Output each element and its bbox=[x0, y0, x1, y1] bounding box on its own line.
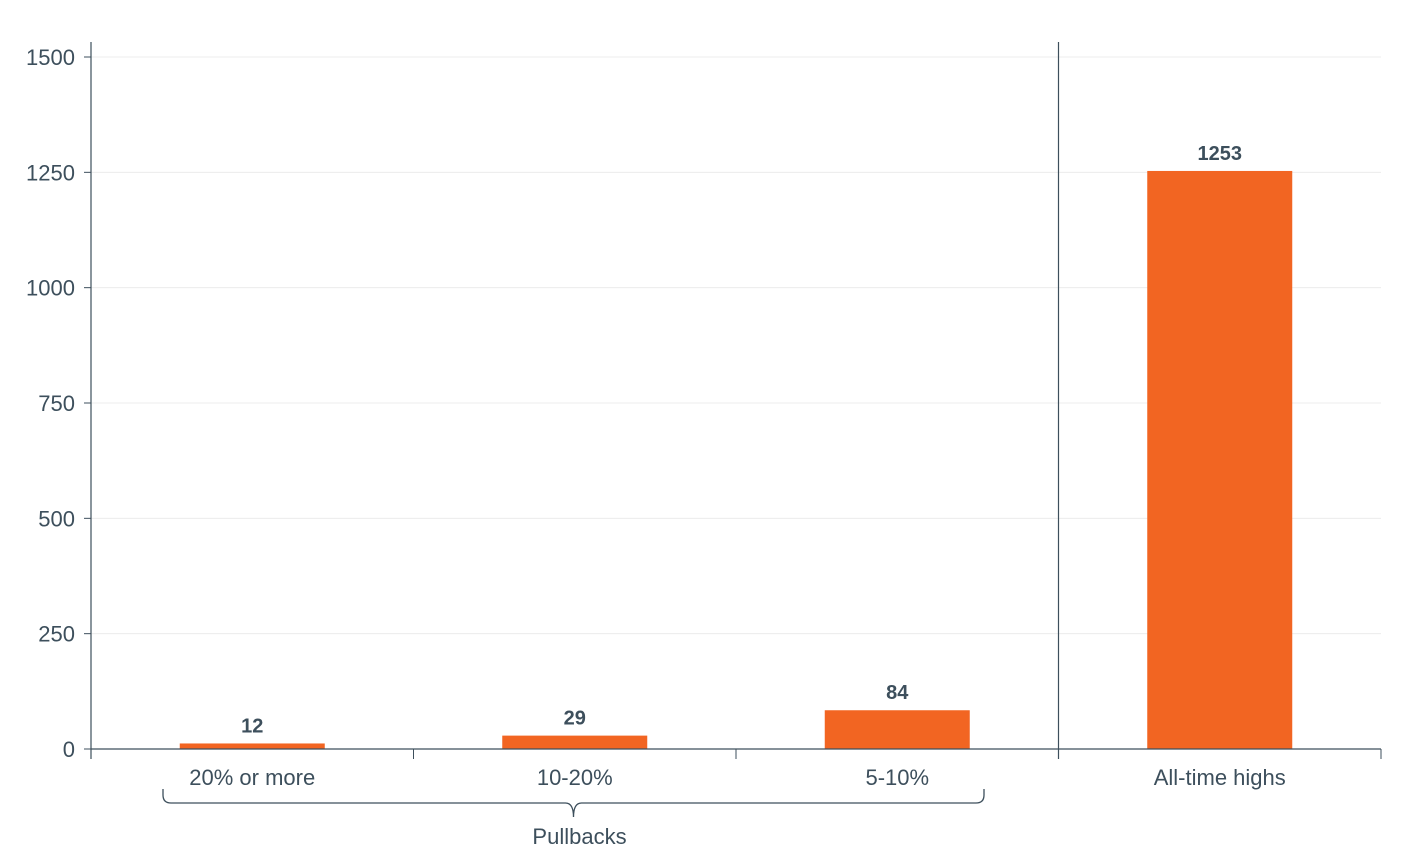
y-tick-label: 1000 bbox=[26, 276, 75, 301]
category-label: 10-20% bbox=[537, 765, 613, 790]
axes bbox=[84, 42, 1382, 759]
pullbacks-brace bbox=[162, 789, 985, 818]
bar bbox=[502, 735, 648, 749]
data-label: 84 bbox=[886, 682, 909, 704]
y-tick-label: 250 bbox=[38, 622, 75, 647]
bar bbox=[824, 710, 970, 749]
bars bbox=[179, 170, 1293, 749]
bar bbox=[1147, 170, 1293, 749]
category-label: 5-10% bbox=[865, 765, 929, 790]
labels: 0 250 500 750 1000 1250 1500 12 20% or more 29 10-… bbox=[26, 45, 1286, 790]
data-label: 29 bbox=[564, 708, 586, 730]
y-tick-label: 750 bbox=[38, 391, 75, 416]
y-tick-label: 0 bbox=[63, 737, 75, 762]
group-label: Pullbacks bbox=[532, 824, 626, 849]
category-label: All-time highs bbox=[1154, 765, 1286, 790]
category-label: 20% or more bbox=[189, 765, 315, 790]
y-tick-label: 1500 bbox=[26, 45, 75, 70]
data-label: 12 bbox=[241, 715, 263, 737]
pullbacks-group: Pullbacks bbox=[162, 789, 985, 849]
data-label: 1253 bbox=[1198, 143, 1243, 165]
y-tick-label: 500 bbox=[38, 506, 75, 531]
bar bbox=[179, 743, 325, 749]
y-tick-label: 1250 bbox=[26, 160, 75, 185]
